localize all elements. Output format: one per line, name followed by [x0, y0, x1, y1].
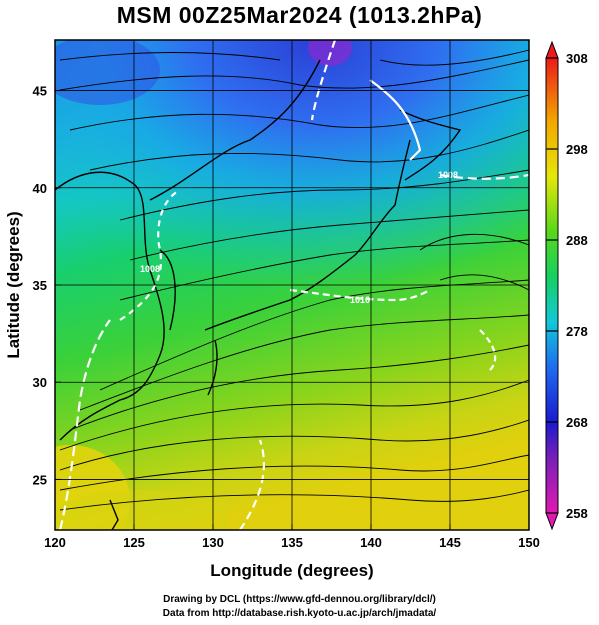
x-tick-label: 125 [123, 535, 145, 550]
x-axis-label: Longitude (degrees) [210, 561, 373, 580]
temperature-field: 1008 1008 1010 [55, 40, 529, 530]
x-tick-label: 145 [439, 535, 461, 550]
colorbar: 258 268 278 288 298 308 [545, 40, 588, 531]
colorbar-tick-label: 258 [566, 506, 588, 521]
y-axis-label: Latitude (degrees) [4, 211, 23, 358]
x-tick-label: 120 [44, 535, 66, 550]
y-tick-label: 35 [33, 278, 47, 293]
colorbar-min-arrow [545, 512, 559, 531]
y-tick-label: 25 [33, 472, 47, 487]
y-tick-label: 40 [33, 181, 47, 196]
colorbar-tick-label: 298 [566, 142, 588, 157]
x-tick-label: 130 [202, 535, 224, 550]
colorbar-gradient [545, 57, 559, 514]
colorbar-max-arrow [545, 40, 559, 59]
colorbar-tick-label: 278 [566, 324, 588, 339]
isobar-label: 1008 [140, 264, 160, 274]
isobar-label: 1010 [350, 295, 370, 305]
colorbar-tick-label: 308 [566, 51, 588, 66]
isobar-label: 1008 [438, 170, 458, 180]
x-tick-label: 135 [281, 535, 303, 550]
chart-title: MSM 00Z25Mar2024 (1013.2hPa) [116, 2, 483, 28]
credit-drawing: Drawing by DCL (https://www.gfd-dennou.o… [163, 594, 436, 605]
grid [55, 40, 529, 530]
wind-streamlines [59, 49, 529, 511]
isobars [58, 40, 529, 530]
x-tick-label: 150 [518, 535, 540, 550]
y-tick-label: 45 [33, 84, 47, 99]
y-tick-label: 30 [33, 375, 47, 390]
credit-data-source: Data from http://database.rish.kyoto-u.a… [162, 608, 437, 619]
colorbar-tick-label: 268 [566, 415, 588, 430]
x-tick-label: 140 [360, 535, 382, 550]
colorbar-tick-label: 288 [566, 233, 588, 248]
